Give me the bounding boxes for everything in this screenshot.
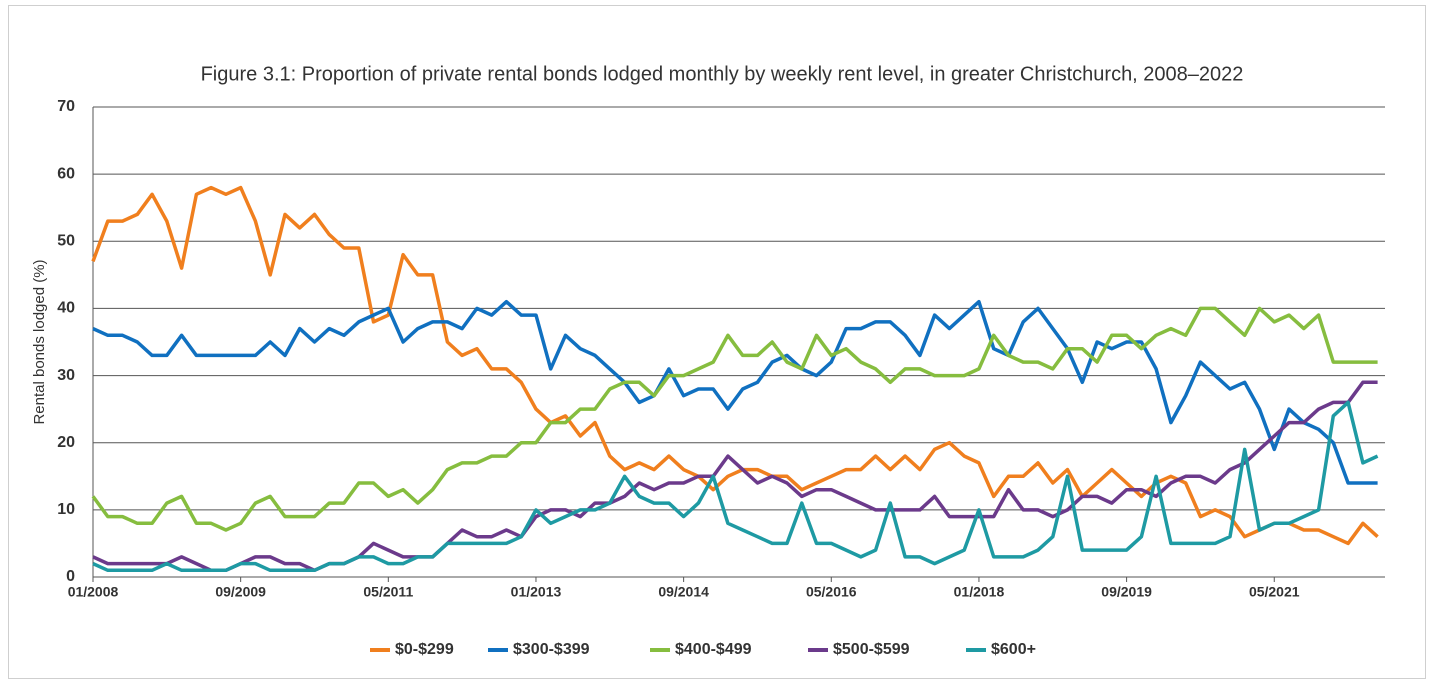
chart-title: Figure 3.1: Proportion of private rental… [201, 63, 1244, 85]
y-tick-label: 60 [57, 165, 75, 182]
x-tick-label: 01/2013 [511, 584, 562, 600]
x-tick-label: 09/2019 [1101, 584, 1152, 600]
y-tick-label: 10 [57, 501, 75, 518]
x-tick-label: 05/2016 [806, 584, 857, 600]
x-tick-label: 01/2008 [68, 584, 119, 600]
x-tick-label: 09/2009 [215, 584, 266, 600]
legend-label: $400-$499 [675, 641, 752, 658]
y-tick-label: 30 [57, 367, 75, 384]
x-tick-label: 09/2014 [658, 584, 709, 600]
series-line [92, 380, 1378, 573]
x-tick-label: 01/2018 [954, 584, 1005, 600]
legend-label: $300-$399 [513, 641, 590, 658]
chart-frame [8, 5, 1426, 679]
legend-label: $0-$299 [395, 641, 454, 658]
series-line [91, 306, 1378, 532]
series-line [92, 400, 1379, 573]
y-tick-label: 50 [57, 233, 75, 250]
y-tick-label: 70 [57, 98, 75, 115]
series-line [92, 299, 1378, 485]
y-axis-label: Rental bonds lodged (%) [31, 259, 48, 424]
x-tick-label: 05/2021 [1249, 584, 1300, 600]
y-tick-label: 20 [57, 434, 75, 451]
y-tick-label: 40 [57, 300, 75, 317]
legend-label: $500-$599 [833, 641, 910, 658]
x-tick-label: 05/2011 [363, 584, 413, 600]
series-line [91, 185, 1379, 546]
legend-label: $600+ [991, 641, 1036, 658]
y-tick-label: 0 [66, 568, 75, 585]
